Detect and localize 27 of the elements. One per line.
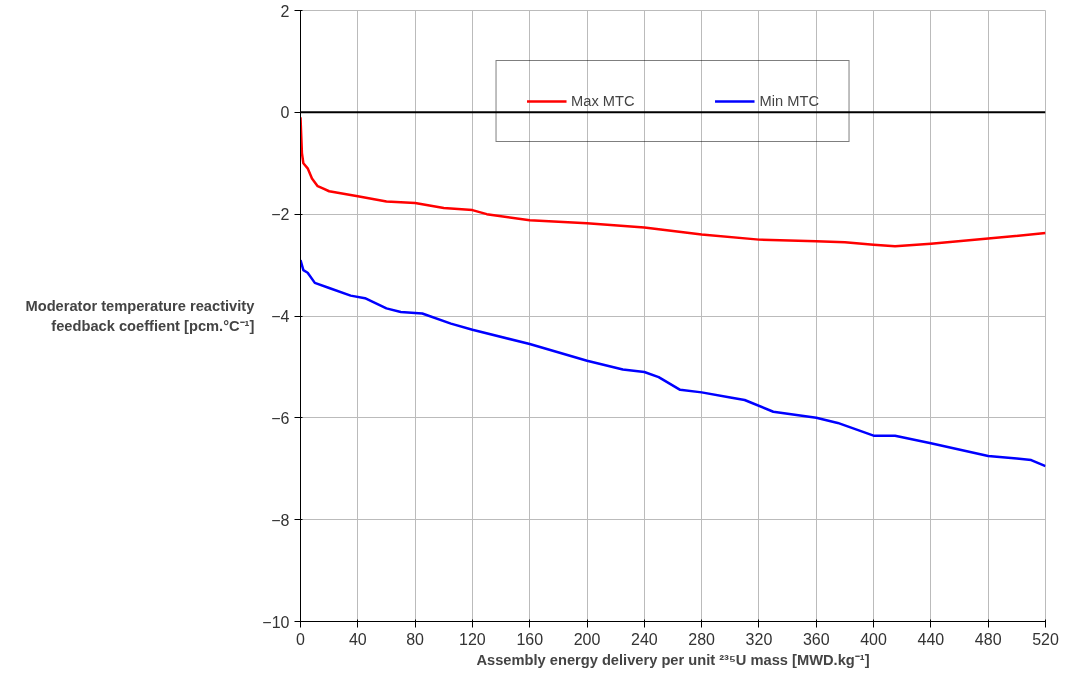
x-tick-label: 240 — [631, 630, 658, 648]
x-tick-label: 520 — [1032, 630, 1059, 648]
x-tick-label: 440 — [917, 630, 945, 648]
x-tick-label: 320 — [745, 630, 773, 648]
x-tick-label: 200 — [573, 630, 601, 648]
legend-label: Min MTC — [759, 93, 819, 109]
legend-label: Max MTC — [571, 93, 635, 109]
x-tick-label: 80 — [406, 630, 425, 648]
y-tick-label: −6 — [271, 409, 290, 427]
x-tick-label: 400 — [860, 630, 888, 648]
y-tick-label: 2 — [280, 2, 290, 20]
x-tick-label: 480 — [974, 630, 1002, 648]
x-tick-label: 280 — [688, 630, 716, 648]
x-tick-label: 120 — [459, 630, 486, 648]
y-tick-label: −4 — [271, 308, 290, 325]
y-tick-label: −10 — [262, 613, 290, 631]
x-axis-title: Assembly energy delivery per unit ²³⁵U mass [MWD.kg⁻¹] — [476, 651, 870, 668]
x-tick-label: 40 — [348, 630, 367, 648]
line-series — [300, 258, 1046, 468]
x-tick-label: 360 — [802, 630, 830, 648]
y-tick-label: 0 — [280, 104, 290, 122]
x-tick-label: 0 — [296, 630, 306, 648]
y-tick-label: −2 — [271, 206, 290, 224]
y-tick-label: −8 — [271, 511, 290, 529]
x-tick-label: 160 — [516, 630, 544, 648]
y-axis-title: Moderator temperature reactivity feedback coeffient [pcm.°C⁻¹] — [25, 298, 256, 334]
line-series — [300, 116, 1046, 248]
